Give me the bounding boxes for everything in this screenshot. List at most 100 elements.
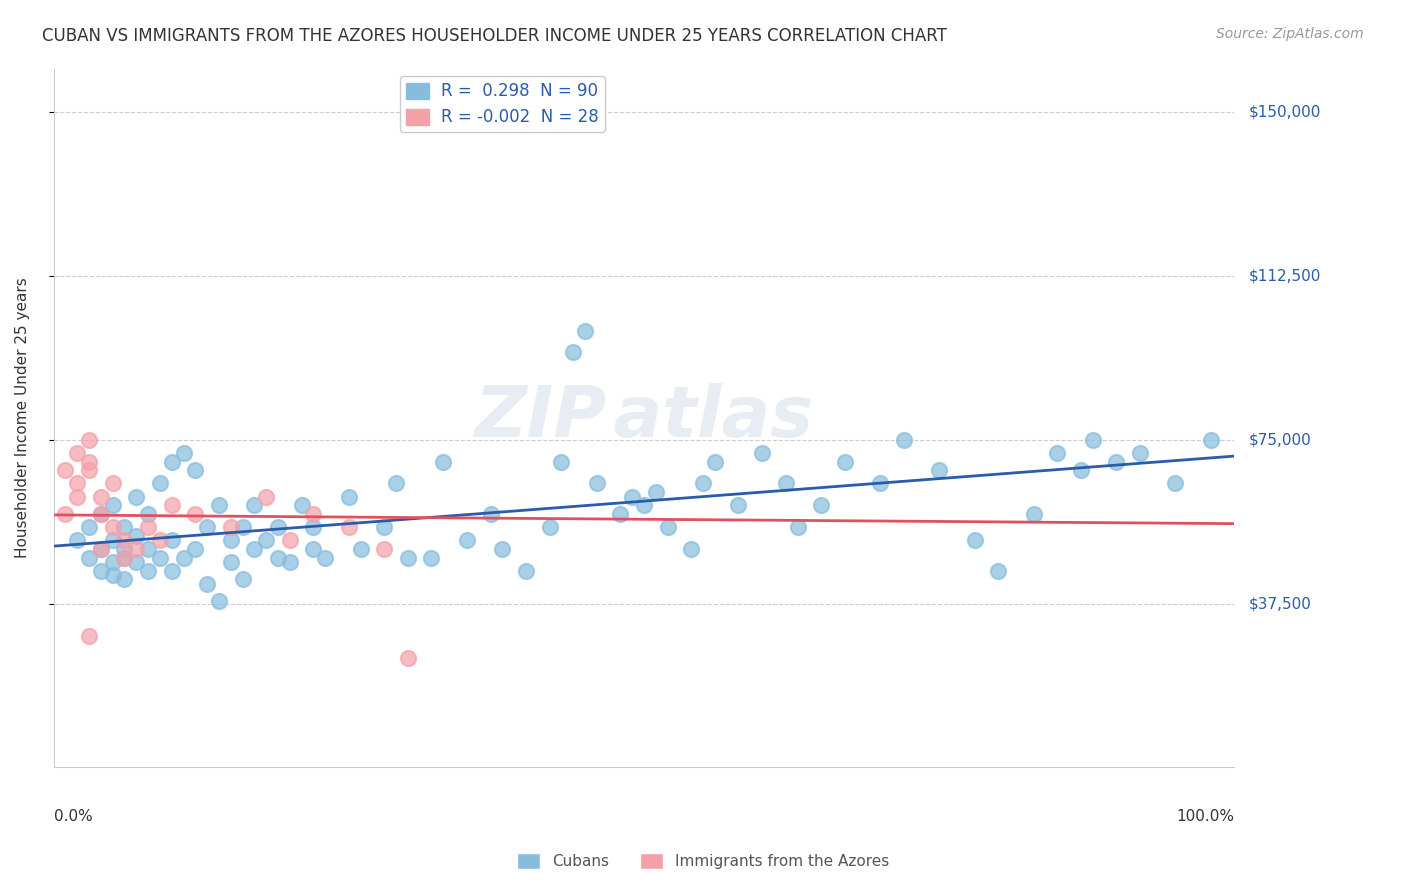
Point <box>114 550 136 565</box>
Point <box>149 476 172 491</box>
Point <box>66 476 89 491</box>
Point <box>77 463 100 477</box>
Point <box>456 533 478 548</box>
Point <box>491 541 513 556</box>
Point <box>232 520 254 534</box>
Point <box>136 520 159 534</box>
Point <box>195 577 218 591</box>
Point <box>302 520 325 534</box>
Point <box>373 541 395 556</box>
Point <box>278 555 301 569</box>
Point <box>1105 454 1128 468</box>
Point <box>125 555 148 569</box>
Point <box>77 629 100 643</box>
Point <box>1164 476 1187 491</box>
Point <box>90 564 112 578</box>
Point <box>963 533 986 548</box>
Point <box>633 498 655 512</box>
Point <box>219 555 242 569</box>
Text: $37,500: $37,500 <box>1249 596 1312 611</box>
Point <box>278 533 301 548</box>
Point <box>90 490 112 504</box>
Point <box>136 564 159 578</box>
Point <box>55 463 77 477</box>
Point <box>149 550 172 565</box>
Point <box>479 507 502 521</box>
Point <box>160 564 183 578</box>
Point <box>657 520 679 534</box>
Point <box>585 476 607 491</box>
Point <box>114 573 136 587</box>
Point <box>727 498 749 512</box>
Point <box>775 476 797 491</box>
Point <box>538 520 561 534</box>
Point <box>219 520 242 534</box>
Point <box>195 520 218 534</box>
Text: 100.0%: 100.0% <box>1177 809 1234 824</box>
Text: 0.0%: 0.0% <box>53 809 93 824</box>
Point <box>515 564 537 578</box>
Point <box>349 541 371 556</box>
Point <box>136 541 159 556</box>
Point <box>173 446 195 460</box>
Text: Source: ZipAtlas.com: Source: ZipAtlas.com <box>1216 27 1364 41</box>
Point <box>1081 433 1104 447</box>
Point <box>550 454 572 468</box>
Point <box>928 463 950 477</box>
Point <box>101 533 124 548</box>
Y-axis label: Householder Income Under 25 years: Householder Income Under 25 years <box>15 277 30 558</box>
Point <box>1199 433 1222 447</box>
Point <box>66 533 89 548</box>
Point <box>208 594 231 608</box>
Point <box>90 507 112 521</box>
Point <box>90 541 112 556</box>
Text: ZIP atlas: ZIP atlas <box>474 384 814 452</box>
Point <box>254 533 277 548</box>
Point <box>574 324 596 338</box>
Point <box>644 485 666 500</box>
Point <box>314 550 336 565</box>
Point <box>101 498 124 512</box>
Point <box>692 476 714 491</box>
Point <box>810 498 832 512</box>
Text: $112,500: $112,500 <box>1249 268 1320 284</box>
Point <box>114 550 136 565</box>
Point <box>751 446 773 460</box>
Point <box>208 498 231 512</box>
Point <box>160 533 183 548</box>
Point <box>1070 463 1092 477</box>
Point <box>621 490 644 504</box>
Point <box>1046 446 1069 460</box>
Point <box>290 498 312 512</box>
Point <box>184 463 207 477</box>
Legend: R =  0.298  N = 90, R = -0.002  N = 28: R = 0.298 N = 90, R = -0.002 N = 28 <box>399 76 605 132</box>
Point <box>136 507 159 521</box>
Point <box>55 507 77 521</box>
Point <box>125 529 148 543</box>
Point <box>173 550 195 565</box>
Point <box>77 550 100 565</box>
Point <box>681 541 703 556</box>
Point <box>987 564 1010 578</box>
Text: CUBAN VS IMMIGRANTS FROM THE AZORES HOUSEHOLDER INCOME UNDER 25 YEARS CORRELATIO: CUBAN VS IMMIGRANTS FROM THE AZORES HOUS… <box>42 27 948 45</box>
Point <box>77 520 100 534</box>
Point <box>373 520 395 534</box>
Text: $75,000: $75,000 <box>1249 433 1310 447</box>
Point <box>101 520 124 534</box>
Point <box>184 507 207 521</box>
Point <box>396 550 419 565</box>
Point <box>101 555 124 569</box>
Point <box>101 476 124 491</box>
Point <box>562 345 585 359</box>
Point <box>114 541 136 556</box>
Point <box>114 533 136 548</box>
Point <box>125 541 148 556</box>
Point <box>90 507 112 521</box>
Point <box>267 550 290 565</box>
Point <box>893 433 915 447</box>
Point <box>77 454 100 468</box>
Point <box>101 568 124 582</box>
Point <box>396 651 419 665</box>
Text: $150,000: $150,000 <box>1249 104 1320 120</box>
Point <box>609 507 631 521</box>
